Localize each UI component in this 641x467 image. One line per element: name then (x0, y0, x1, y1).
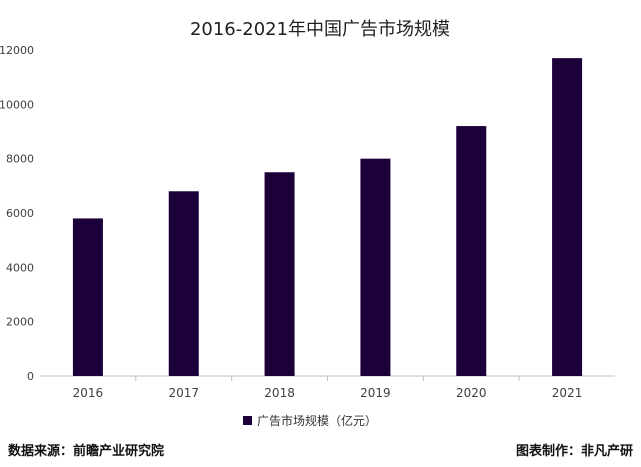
x-tick-label: 2021 (552, 386, 583, 400)
x-axis: 2016 2017 2018 2019 2020 2021 (73, 376, 583, 400)
credit-note: 图表制作：非凡产研 (516, 443, 633, 459)
x-tick-label: 2017 (168, 386, 199, 400)
x-tick-label: 2016 (73, 386, 104, 400)
bar-2017 (168, 191, 199, 376)
bar-2021 (552, 58, 583, 377)
y-tick-label: 6000 (6, 207, 34, 220)
legend-swatch (243, 416, 252, 425)
x-tick-label: 2020 (456, 386, 487, 400)
legend-label: 广告市场规模（亿元） (257, 413, 377, 428)
y-axis: 0 2000 4000 6000 8000 10000 12000 (0, 44, 34, 383)
chart-title: 2016-2021年中国广告市场规模 (190, 19, 450, 40)
y-tick-label: 8000 (6, 153, 34, 166)
source-note: 数据来源：前瞻产业研究院 (8, 443, 164, 459)
bar-2019 (360, 158, 391, 376)
legend: 广告市场规模（亿元） (243, 413, 377, 428)
y-tick-label: 12000 (0, 44, 34, 57)
bar-2016 (72, 218, 103, 376)
x-tick-label: 2018 (264, 386, 295, 400)
y-tick-label: 2000 (6, 316, 34, 329)
bar-2020 (456, 126, 487, 376)
y-tick-label: 0 (27, 370, 34, 383)
y-tick-label: 4000 (6, 261, 34, 274)
bar-series (72, 58, 583, 377)
bar-2018 (264, 172, 295, 376)
y-tick-label: 10000 (0, 98, 34, 111)
x-tick-label: 2019 (360, 386, 391, 400)
